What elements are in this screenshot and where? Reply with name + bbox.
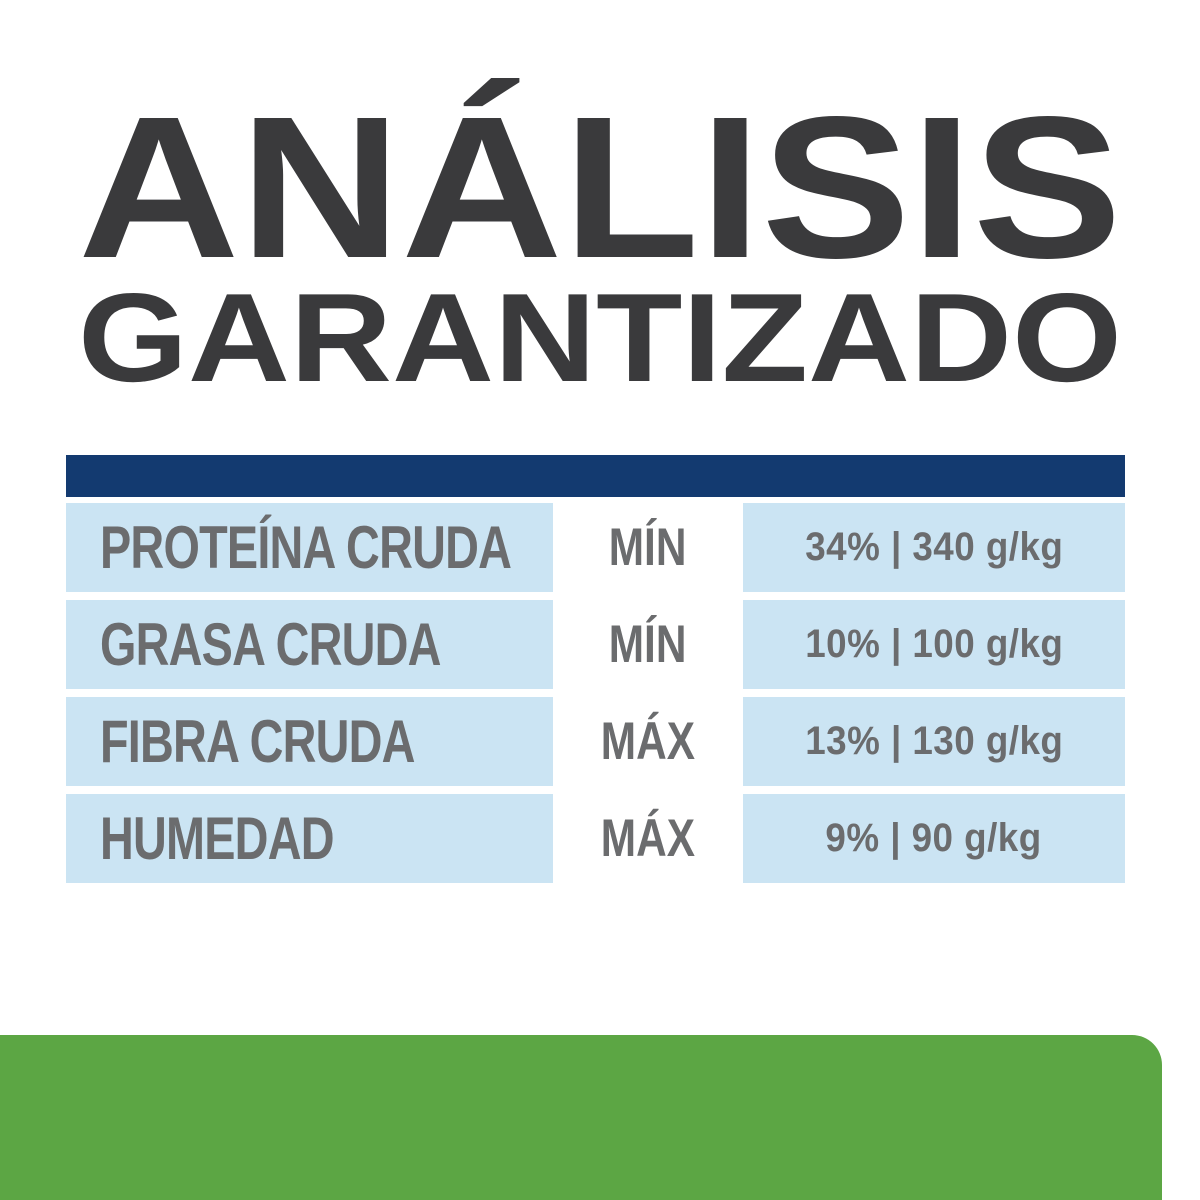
- qualifier-cell: MÁX: [553, 697, 743, 786]
- value-cell: 10% | 100 g/kg: [743, 600, 1125, 689]
- qualifier-label: MÍN: [609, 615, 687, 674]
- nutrient-name-cell: PROTEÍNA CRUDA: [66, 503, 553, 592]
- table-row: FIBRA CRUDA MÁX 13% | 130 g/kg: [66, 697, 1125, 786]
- nutrient-name-cell: GRASA CRUDA: [66, 600, 553, 689]
- green-footer-band: [0, 1035, 1162, 1200]
- page-title: ANÁLISIS GARANTIZADO: [78, 74, 1122, 408]
- nutrient-value: 10% | 100 g/kg: [804, 622, 1064, 666]
- qualifier-cell: MÁX: [553, 794, 743, 883]
- nutrient-name-cell: FIBRA CRUDA: [66, 697, 553, 786]
- nutrient-name: HUMEDAD: [100, 805, 335, 872]
- nutrient-name: GRASA CRUDA: [100, 611, 441, 678]
- qualifier-label: MÁX: [600, 809, 696, 868]
- qualifier-cell: MÍN: [553, 600, 743, 689]
- nutrient-value: 13% | 130 g/kg: [804, 719, 1064, 763]
- qualifier-label: MÍN: [609, 518, 687, 577]
- table-row: HUMEDAD MÁX 9% | 90 g/kg: [66, 794, 1125, 883]
- table-row: GRASA CRUDA MÍN 10% | 100 g/kg: [66, 600, 1125, 689]
- value-cell: 34% | 340 g/kg: [743, 503, 1125, 592]
- value-cell: 13% | 130 g/kg: [743, 697, 1125, 786]
- table-row: PROTEÍNA CRUDA MÍN 34% | 340 g/kg: [66, 503, 1125, 592]
- value-cell: 9% | 90 g/kg: [743, 794, 1125, 883]
- nutrient-name: FIBRA CRUDA: [100, 708, 415, 775]
- title-line-2: GARANTIZADO: [78, 267, 1122, 408]
- table-header-bar: [66, 455, 1125, 497]
- title-line-1: ANÁLISIS: [78, 74, 1122, 300]
- nutrient-name: PROTEÍNA CRUDA: [100, 514, 512, 581]
- qualifier-cell: MÍN: [553, 503, 743, 592]
- nutrient-name-cell: HUMEDAD: [66, 794, 553, 883]
- qualifier-label: MÁX: [600, 712, 696, 771]
- nutrient-value: 34% | 340 g/kg: [804, 525, 1064, 569]
- nutrient-value: 9% | 90 g/kg: [825, 816, 1043, 860]
